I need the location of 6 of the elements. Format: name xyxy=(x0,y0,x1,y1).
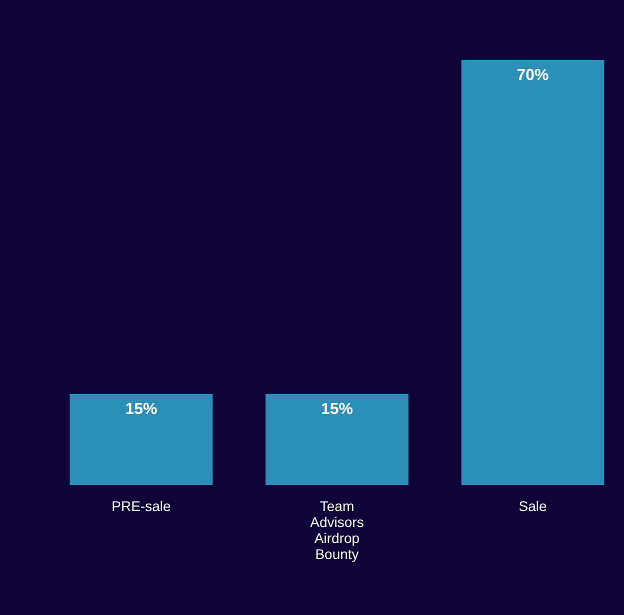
x-tick-label: Team Advisors Airdrop Bounty xyxy=(310,498,364,562)
data-label: 70% xyxy=(516,67,549,84)
data-label: 15% xyxy=(320,400,354,418)
data-label: 15% xyxy=(125,400,158,418)
x-tick-label: Sale xyxy=(518,498,547,514)
x-tick-label: PRE-sale xyxy=(112,498,172,514)
